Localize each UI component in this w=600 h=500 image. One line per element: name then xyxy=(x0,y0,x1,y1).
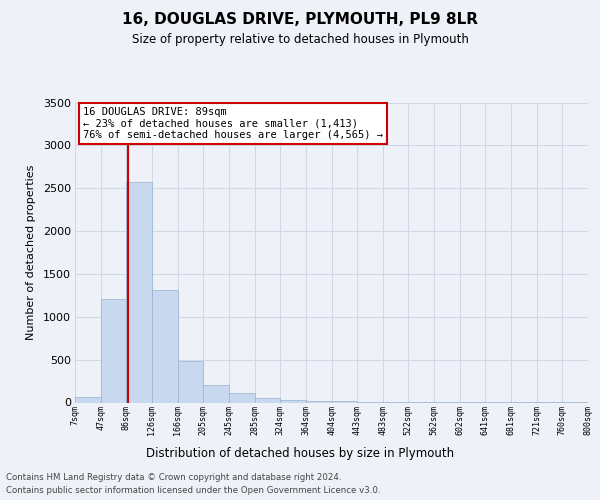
Bar xyxy=(280,400,306,402)
Bar xyxy=(126,182,152,402)
Text: Contains HM Land Registry data © Crown copyright and database right 2024.: Contains HM Land Registry data © Crown c… xyxy=(6,472,341,482)
Bar xyxy=(306,401,332,402)
Bar xyxy=(101,299,126,403)
Bar xyxy=(332,401,357,402)
Text: 16 DOUGLAS DRIVE: 89sqm
← 23% of detached houses are smaller (1,413)
76% of semi: 16 DOUGLAS DRIVE: 89sqm ← 23% of detache… xyxy=(83,107,383,140)
Text: Distribution of detached houses by size in Plymouth: Distribution of detached houses by size … xyxy=(146,448,454,460)
Text: 16, DOUGLAS DRIVE, PLYMOUTH, PL9 8LR: 16, DOUGLAS DRIVE, PLYMOUTH, PL9 8LR xyxy=(122,12,478,28)
Y-axis label: Number of detached properties: Number of detached properties xyxy=(26,165,36,340)
Bar xyxy=(152,290,178,403)
Bar xyxy=(203,386,229,402)
Bar xyxy=(229,393,255,402)
Bar xyxy=(178,362,203,403)
Bar xyxy=(255,398,280,402)
Text: Size of property relative to detached houses in Plymouth: Size of property relative to detached ho… xyxy=(131,32,469,46)
Text: Contains public sector information licensed under the Open Government Licence v3: Contains public sector information licen… xyxy=(6,486,380,495)
Bar xyxy=(75,398,101,402)
